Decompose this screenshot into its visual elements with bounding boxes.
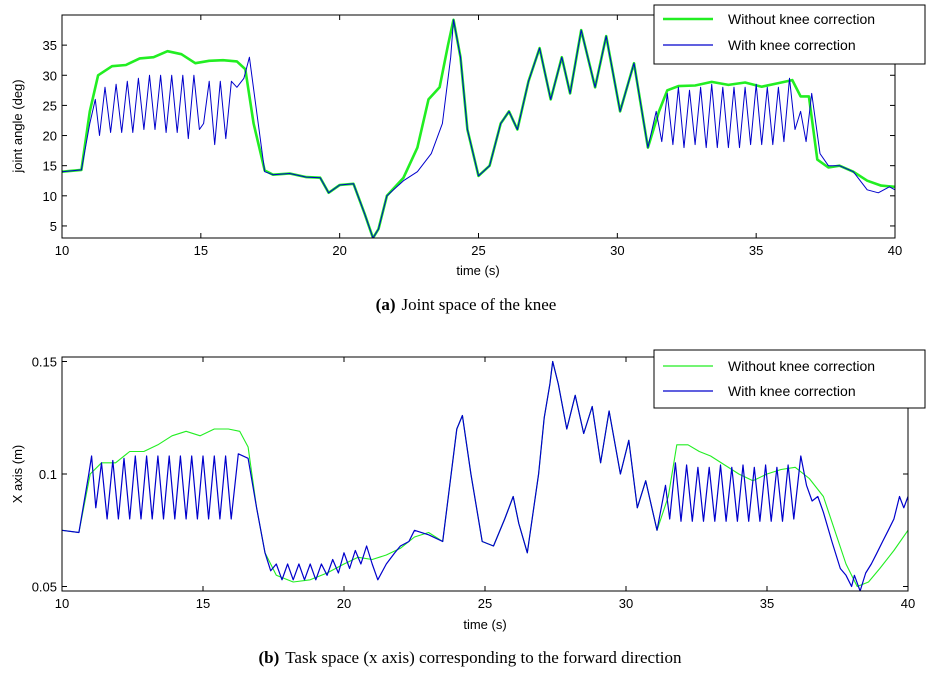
chart-a-caption: (a) Joint space of the knee xyxy=(376,295,557,314)
chart-a-y-tick-label: 20 xyxy=(43,129,57,144)
chart-b-x-axis-label: time (s) xyxy=(463,617,506,632)
chart-a-legend: Without knee correction With knee correc… xyxy=(653,4,926,65)
chart-b-legend-label-without: Without knee correction xyxy=(728,358,875,374)
chart-a-x-axis-label: time (s) xyxy=(456,263,499,278)
chart-b-y-tick-label: 0.1 xyxy=(39,467,57,482)
chart-b-caption-text: Task space (x axis) corresponding to the… xyxy=(285,648,682,667)
chart-b-y-axis-label: X axis (m) xyxy=(10,445,25,504)
chart-b-series-line-with xyxy=(62,360,908,591)
chart-a-x-tick-label: 40 xyxy=(888,243,902,258)
chart-b-x-tick-label: 10 xyxy=(55,596,69,611)
chart-b-y-tick-label: 0.15 xyxy=(32,355,57,370)
chart-b-y-tick-label: 0.05 xyxy=(32,580,57,595)
chart-a-y-axis-label: joint angle (deg) xyxy=(10,79,25,173)
chart-a-x-tick-label: 30 xyxy=(610,243,624,258)
chart-b-x-tick-label: 35 xyxy=(760,596,774,611)
chart-a-y-tick-label: 5 xyxy=(50,219,57,234)
chart-a-series-line-with xyxy=(62,19,895,238)
chart-a: 10 15 20 25 30 35 40 5 10 15 20 25 30 35 time (s) jo… xyxy=(10,4,926,314)
chart-b-legend-box xyxy=(653,349,926,409)
chart-b-legend-label-with: With knee correction xyxy=(728,383,856,399)
chart-a-y-tick-label: 30 xyxy=(43,68,57,83)
chart-a-legend-box xyxy=(653,4,926,65)
chart-b-x-tick-label: 40 xyxy=(901,596,915,611)
chart-b-x-tick-label: 15 xyxy=(196,596,210,611)
chart-b: 10 15 20 25 30 35 40 0.05 0.1 0.15 time (s) X ax… xyxy=(10,349,926,667)
chart-a-y-tick-label: 15 xyxy=(43,159,57,174)
chart-a-y-tick-label: 10 xyxy=(43,189,57,204)
chart-a-x-tick-label: 10 xyxy=(55,243,69,258)
chart-a-y-tick-label: 25 xyxy=(43,98,57,113)
chart-a-caption-text: Joint space of the knee xyxy=(401,295,556,314)
chart-a-y-tick-label: 35 xyxy=(43,38,57,53)
chart-b-x-tick-label: 25 xyxy=(478,596,492,611)
chart-a-legend-label-without: Without knee correction xyxy=(728,11,875,27)
chart-b-caption-label: (b) xyxy=(258,648,279,667)
chart-a-x-tick-label: 20 xyxy=(332,243,346,258)
chart-a-legend-label-with: With knee correction xyxy=(728,37,856,53)
chart-a-x-tick-label: 15 xyxy=(194,243,208,258)
chart-a-caption-label: (a) xyxy=(376,295,396,314)
chart-b-caption: (b) Task space (x axis) corresponding to … xyxy=(258,648,682,667)
chart-b-x-tick-label: 30 xyxy=(619,596,633,611)
chart-b-x-tick-label: 20 xyxy=(337,596,351,611)
chart-a-x-tick-label: 35 xyxy=(749,243,763,258)
chart-a-x-tick-label: 25 xyxy=(471,243,485,258)
chart-b-legend: Without knee correction With knee correc… xyxy=(653,349,926,409)
